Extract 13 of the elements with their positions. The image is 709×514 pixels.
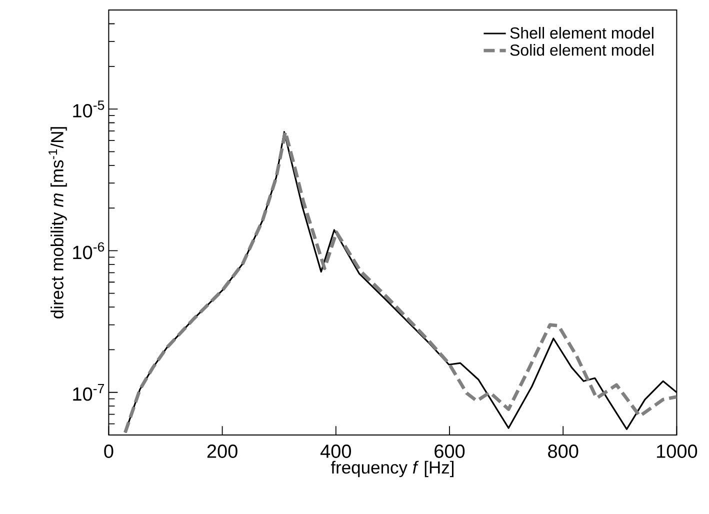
x-axis-title: frequency f [Hz] xyxy=(330,460,454,478)
y-tick-label: 10$^{-5}$ xyxy=(73,100,104,118)
x-tick-label: 200 xyxy=(207,444,238,458)
x-tick-label: 400 xyxy=(320,444,352,458)
y-tick-label: 10$^{-6}$ xyxy=(73,242,104,260)
x-tick-label: 800 xyxy=(548,444,578,458)
y-tick-label: 10$^{-7}$ xyxy=(73,384,104,401)
x-tick-label: 600 xyxy=(434,444,465,458)
x-tick-label: 1000 xyxy=(657,444,698,458)
y-axis-title: direct mobility m [ms$^{-1}$/N] xyxy=(48,127,67,318)
legend-label: Shell element model xyxy=(510,26,654,39)
legend-label: Solid element model xyxy=(510,44,654,56)
x-tick-label: 0 xyxy=(104,444,114,458)
